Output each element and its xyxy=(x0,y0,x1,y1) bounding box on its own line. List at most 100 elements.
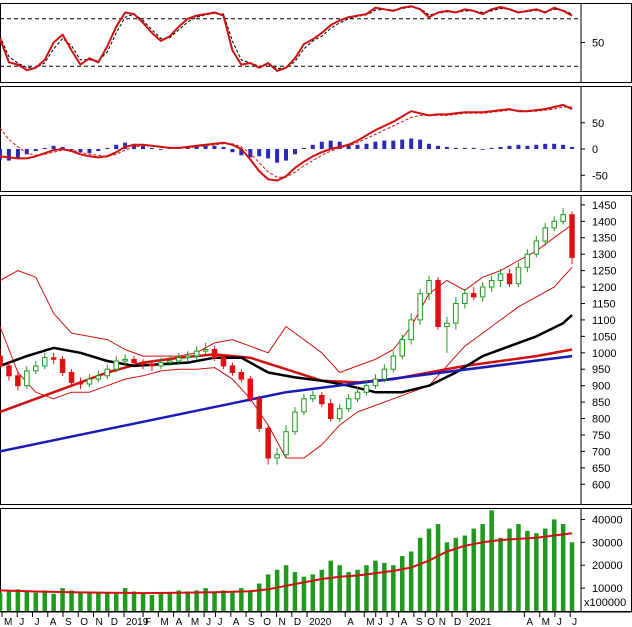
volume-bar xyxy=(87,591,92,611)
x-tick-label: M xyxy=(366,617,374,627)
price-ytick-label: 950 xyxy=(592,364,610,376)
macd-panel: 50 0 -50 xyxy=(0,86,632,192)
macd-histogram-bar xyxy=(561,144,566,149)
macd-histogram-bar xyxy=(284,149,288,161)
macd-histogram-bar xyxy=(301,147,306,149)
macd-histogram-bar xyxy=(158,149,163,150)
macd-histogram-bar xyxy=(87,149,92,154)
volume-bar xyxy=(569,542,575,611)
volume-bar xyxy=(507,528,512,611)
candle-up xyxy=(167,360,173,364)
volume-bar xyxy=(560,524,566,611)
price-ytick-label: 800 xyxy=(592,414,610,426)
candle-up xyxy=(301,398,307,413)
volume-bar xyxy=(310,574,316,611)
volume-bar xyxy=(534,533,539,611)
candle-up xyxy=(488,280,495,288)
volume-bar xyxy=(471,528,476,611)
x-tick-label: S xyxy=(248,617,255,627)
volume-bar xyxy=(417,537,423,611)
candle-down xyxy=(211,349,218,359)
candle-up xyxy=(462,293,468,305)
candle-up xyxy=(42,357,48,367)
macd-histogram-bar xyxy=(69,149,74,151)
macd-histogram-bar xyxy=(123,142,128,149)
volume-bar xyxy=(0,592,3,611)
volume-bar xyxy=(78,592,83,611)
macd-histogram-bar xyxy=(337,141,342,149)
macd-line xyxy=(0,103,573,182)
x-tick-label: O xyxy=(427,617,435,627)
x-tick-label: O xyxy=(263,617,271,627)
volume-bar xyxy=(203,588,208,611)
x-tick-label: O xyxy=(80,617,88,627)
price-ytick-label: 600 xyxy=(592,479,610,491)
macd-histogram-bar xyxy=(534,144,539,149)
macd-histogram-bar xyxy=(149,147,154,149)
price-ytick-label: 1450 xyxy=(592,200,616,212)
candle-up xyxy=(399,339,405,357)
volume-bar xyxy=(131,591,137,611)
x-tick-label: A xyxy=(347,617,354,627)
candle-down xyxy=(247,378,253,400)
volume-bar xyxy=(6,590,12,611)
candle-up xyxy=(408,319,414,341)
volume-bar xyxy=(248,590,253,611)
candle-up xyxy=(86,378,93,385)
red-moving-average xyxy=(0,348,573,414)
volume-bar xyxy=(194,590,199,611)
price-ytick-label: 750 xyxy=(592,430,610,442)
macd-histogram-bar xyxy=(498,146,503,149)
candle-up xyxy=(354,391,361,400)
macd-histogram-bar xyxy=(42,147,47,149)
candle-down xyxy=(328,403,334,420)
volume-unit-label: x100000 xyxy=(584,597,626,609)
volume-bar xyxy=(292,572,298,611)
volume-bar xyxy=(33,592,38,611)
stochastic-signal-line xyxy=(0,6,573,70)
macd-ytick-label: 50 xyxy=(592,118,604,130)
macd-signal-line xyxy=(0,106,573,178)
x-tick-label: J xyxy=(572,617,577,627)
candle-down xyxy=(15,375,21,387)
volume-bar xyxy=(274,569,280,611)
volume-bar xyxy=(212,591,217,611)
macd-histogram-bar xyxy=(266,149,271,159)
candle-down xyxy=(265,427,271,459)
x-tick-label: S xyxy=(65,617,72,627)
volume-bar xyxy=(480,524,485,611)
x-tick-label: N xyxy=(439,617,446,627)
candle-down xyxy=(149,363,155,367)
price-ytick-label: 1050 xyxy=(592,331,616,343)
candle-up xyxy=(479,286,486,298)
price-ytick-label: 850 xyxy=(592,397,610,409)
volume-bar xyxy=(400,556,405,611)
candle-up xyxy=(524,253,531,268)
volume-bar xyxy=(15,589,21,611)
volume-bar xyxy=(69,590,74,611)
candle-down xyxy=(220,357,227,367)
price-ytick-label: 1150 xyxy=(592,298,616,310)
macd-histogram-bar xyxy=(141,145,145,149)
volume-bar xyxy=(364,565,369,611)
price-ytick-label: 1100 xyxy=(592,315,616,327)
candle-up xyxy=(453,303,459,324)
price-ytick-label: 1200 xyxy=(592,282,616,294)
candle-up xyxy=(372,378,379,387)
macd-histogram-bar xyxy=(346,143,351,150)
price-ytick-label: 1350 xyxy=(592,233,616,245)
candle-down xyxy=(131,358,137,364)
volume-bar xyxy=(373,560,378,611)
volume-bar xyxy=(24,591,30,611)
candle-up xyxy=(104,368,110,377)
candle-down xyxy=(77,381,84,385)
x-tick-label: J xyxy=(378,617,383,627)
macd-ytick-label: 0 xyxy=(592,144,598,156)
blue-moving-average xyxy=(0,354,573,453)
volume-bar xyxy=(453,537,459,611)
volume-bar xyxy=(444,542,450,611)
price-ytick-label: 1250 xyxy=(592,266,616,278)
candle-up xyxy=(515,266,522,285)
